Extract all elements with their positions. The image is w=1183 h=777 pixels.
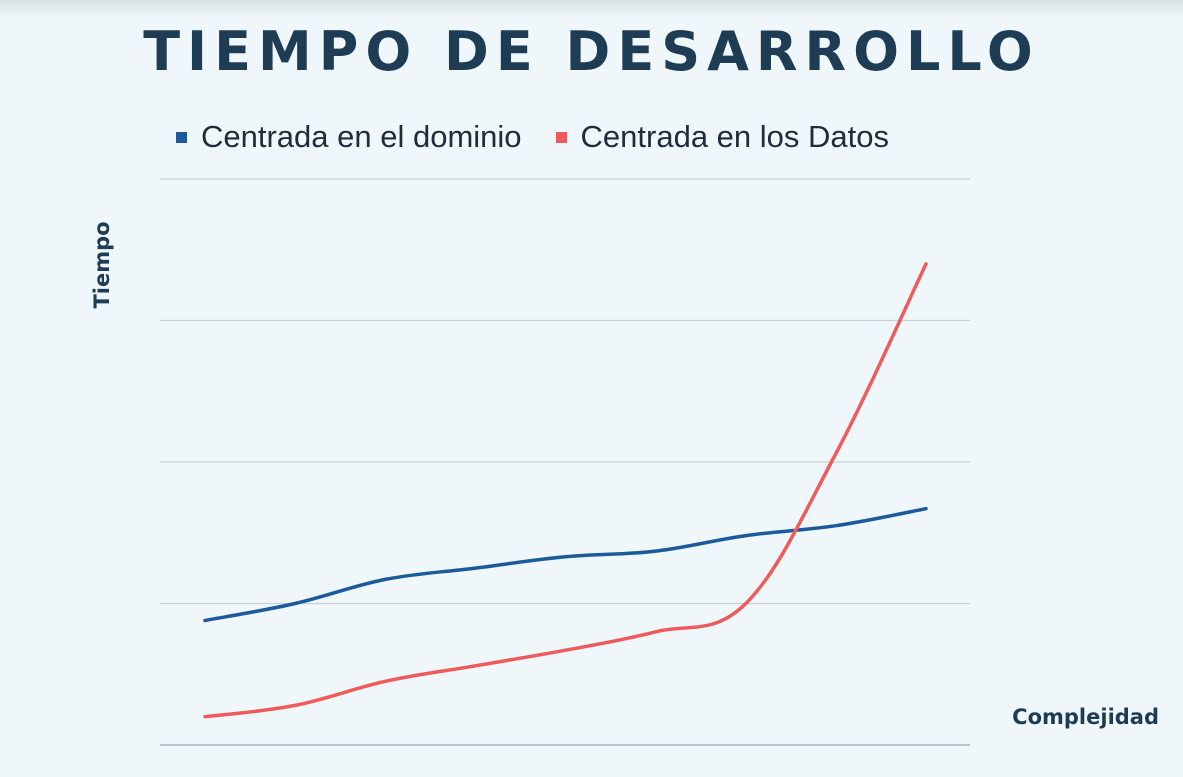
legend: Centrada en el dominio Centrada en los D… [176,115,923,159]
top-shadow [0,0,1183,18]
legend-item-datos: Centrada en los Datos [555,119,890,155]
legend-label-dominio: Centrada en el dominio [201,119,522,154]
legend-swatch-datos [555,131,567,143]
series-line-datos [203,262,928,719]
series-line-dominio [203,506,928,623]
legend-item-dominio: Centrada en el dominio [176,119,522,155]
legend-label-datos: Centrada en los Datos [580,119,890,154]
legend-swatch-dominio [176,131,187,143]
chart-title: TIEMPO DE DESARROLLO [143,20,1040,83]
x-axis-label: Complejidad [1012,705,1159,729]
